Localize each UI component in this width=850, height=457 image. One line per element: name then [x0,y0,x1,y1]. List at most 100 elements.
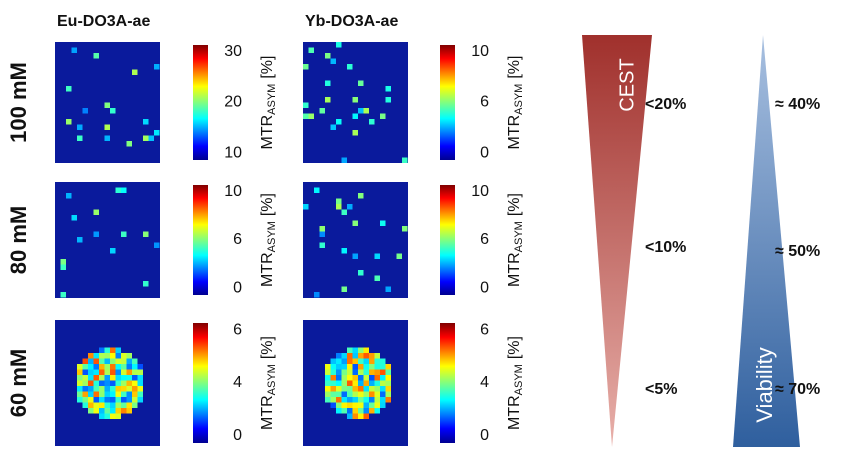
pixel [336,370,342,376]
pixel [358,408,364,414]
pixel [149,136,155,142]
pixel [353,97,359,103]
pixel [375,397,381,403]
figure: CEST Viability Eu-DO3A-aeYb-DO3A-ae100 m… [0,0,850,452]
pixel [386,397,392,403]
pixel [336,408,342,414]
pixel [116,408,122,414]
label-sub: ASYM [513,364,525,395]
viability-level: ≈ 70% [775,381,820,398]
pixel [94,53,100,59]
pixel [331,386,337,392]
pixel [94,397,100,403]
label-main: MTR [259,395,276,430]
pixel [375,403,381,409]
pixel [314,188,320,194]
pixel [77,397,83,403]
pixel [77,381,83,387]
pixel [132,364,138,370]
pixel [375,370,381,376]
pixel [386,97,392,103]
pixel [99,364,105,370]
pixel [369,119,375,125]
pixel [386,364,392,370]
pixel [353,114,359,120]
pixel [336,392,342,398]
pixel [375,254,381,260]
row-label: 100 mM [6,62,31,143]
pixel [342,353,348,359]
colorbar-label: MTRASYM[%] [506,56,525,150]
pixel [116,348,122,354]
pixel [364,414,370,420]
pixel [358,353,364,359]
pixel [358,392,364,398]
colorbar-label: MTRASYM[%] [259,336,278,430]
pixel [347,381,353,387]
pixel [325,386,331,392]
pixel [347,414,353,420]
pixel [375,276,381,282]
pixel [121,381,127,387]
pixel [88,364,94,370]
pixel [121,359,127,365]
pixel [342,287,348,293]
pixel [72,215,78,221]
pixel [369,403,375,409]
pixel [358,348,364,354]
pixel [325,370,331,376]
pixel [116,353,122,359]
label-main: MTR [259,252,276,287]
pixel [88,353,94,359]
label-main: MTR [506,115,523,150]
pixel [105,364,111,370]
label-sub: ASYM [513,221,525,252]
pixel [336,359,342,365]
pixel [358,364,364,370]
pixel [375,364,381,370]
pixel [380,364,386,370]
pixel [116,386,122,392]
pixel [369,381,375,387]
pixel [314,292,320,298]
pixel [127,392,133,398]
label-unit: [%] [506,193,523,216]
pixel [110,408,116,414]
pixel [88,408,94,414]
cest-level: <10% [645,239,686,256]
colorbar-tick: 6 [480,94,489,111]
pixel [380,403,386,409]
pixel [99,381,105,387]
pixel [110,108,116,114]
pixel [110,353,116,359]
pixel [94,381,100,387]
pixel [110,375,116,381]
pixel [116,375,122,381]
pixel [127,353,133,359]
heatmap [55,182,160,298]
label-main: MTR [506,395,523,430]
pixel [132,397,138,403]
label-sub: ASYM [513,84,525,115]
pixel [121,386,127,392]
pixel [369,359,375,365]
pixel [364,397,370,403]
pixel [110,386,116,392]
pixel [347,204,353,210]
pixel [88,359,94,365]
pixel [347,397,353,403]
pixel [66,193,72,199]
pixel [121,232,127,238]
pixel [127,370,133,376]
pixel [138,381,144,387]
pixel [336,199,342,205]
label-unit: [%] [506,336,523,359]
pixel [121,403,127,409]
pixel [353,359,359,365]
pixel [386,375,392,381]
pixel [105,386,111,392]
pixel [375,408,381,414]
pixel [336,353,342,359]
pixel [369,408,375,414]
viability-level: ≈ 40% [775,96,820,113]
